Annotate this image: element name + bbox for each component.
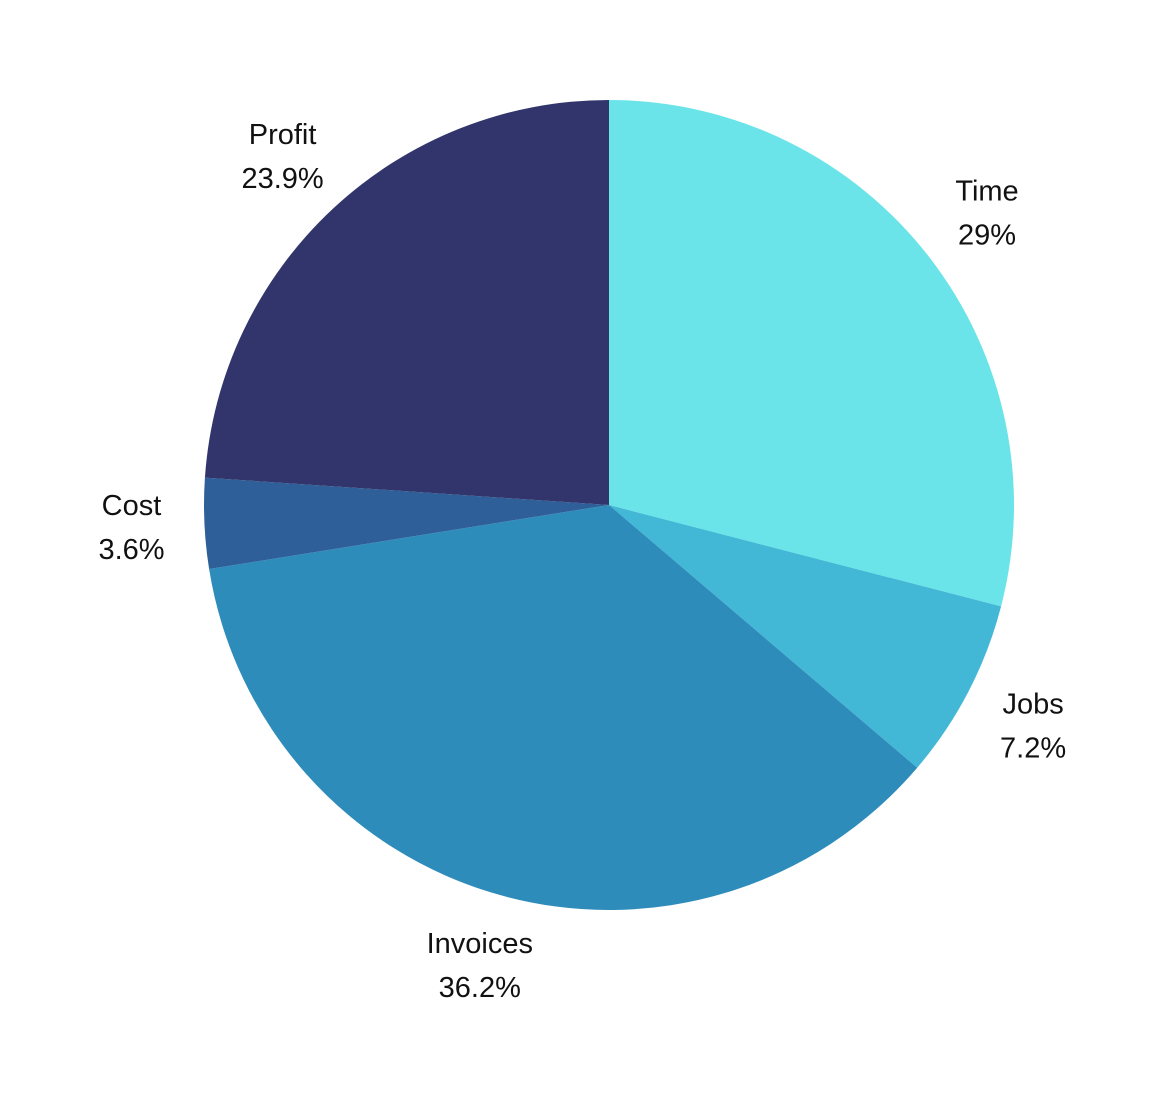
slice-label-invoices: Invoices 36.2% [427,928,533,1004]
pie-slices [204,100,1014,910]
slice-label-value: 7.2% [1000,733,1066,765]
slice-label-value: 23.9% [241,163,323,195]
slice-label-profit: Profit 23.9% [241,119,323,195]
slice-label-cost: Cost 3.6% [98,490,164,566]
pie-slice-profit [205,100,609,505]
slice-label-value: 3.6% [98,534,164,566]
slice-label-name: Cost [102,490,162,522]
slice-label-value: 29% [958,219,1016,251]
slice-label-time: Time 29% [955,175,1018,251]
slice-label-name: Jobs [1002,689,1063,721]
slice-label-name: Time [955,175,1018,207]
slice-label-value: 36.2% [439,972,521,1004]
slice-label-jobs: Jobs 7.2% [1000,689,1066,765]
slice-label-name: Invoices [427,928,533,960]
slice-label-name: Profit [249,119,317,151]
